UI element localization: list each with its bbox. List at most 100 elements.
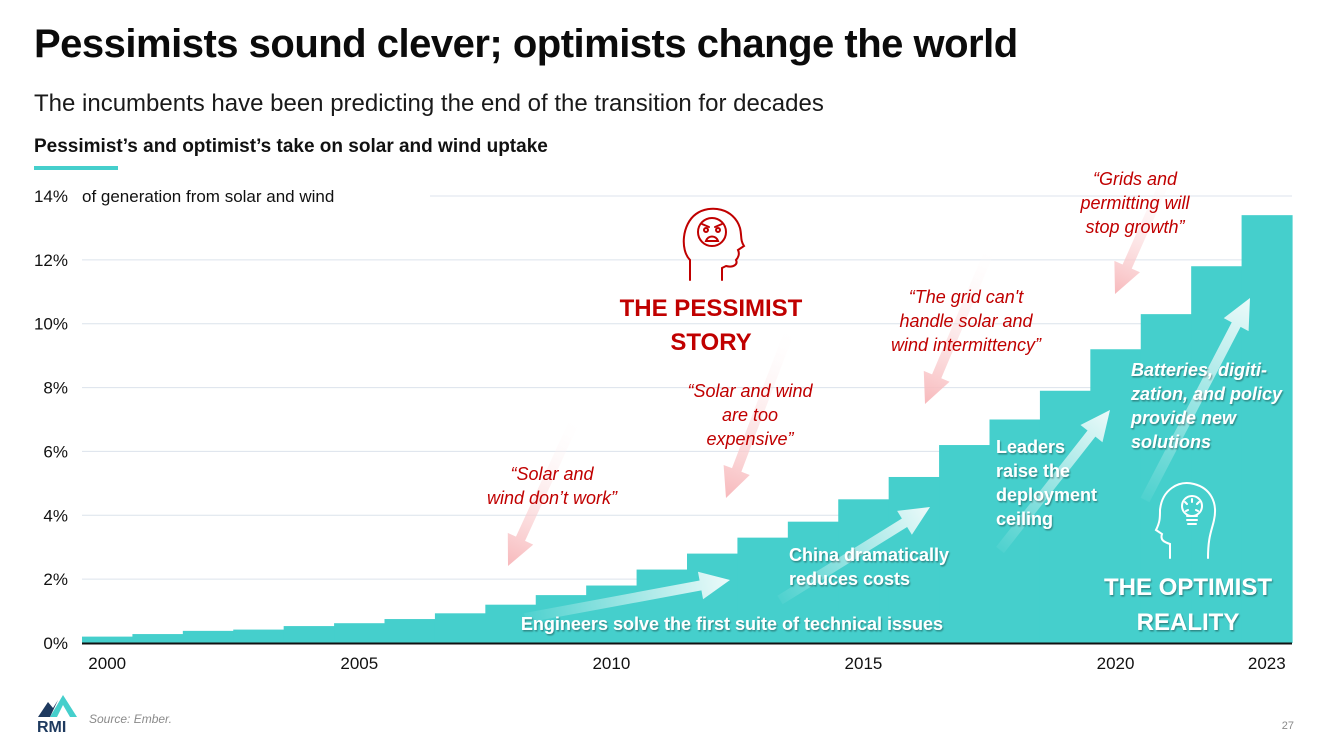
pessimist-arrow-shape <box>723 328 795 498</box>
y-tick-label: 8% <box>43 379 68 398</box>
optimist-annotation: China dramatically <box>789 545 949 565</box>
chart-title: Pessimist’s and optimist’s take on solar… <box>34 136 548 157</box>
step-bar <box>737 537 789 643</box>
pessimist-quote: handle solar and <box>899 311 1033 331</box>
pessimist-arrow <box>923 248 995 404</box>
optimist-arrow-shape <box>996 410 1110 554</box>
optimist-arrow-shape <box>777 506 931 605</box>
step-bar <box>334 623 386 643</box>
y-tick-label: 10% <box>34 315 68 334</box>
optimist-annotation: Engineers solve the first suite of techn… <box>521 614 943 634</box>
step-bar <box>939 445 991 643</box>
optimist-annotation: reduces costs <box>789 569 910 589</box>
source-note: Source: Ember. <box>89 712 172 726</box>
step-bar <box>283 626 335 643</box>
page-title: Pessimists sound clever; optimists chang… <box>34 22 1018 66</box>
pessimist-quote: permitting will <box>1079 193 1190 213</box>
step-bar <box>485 604 537 643</box>
x-tick-label: 2023 <box>1248 654 1286 673</box>
optimist-arrow <box>777 506 931 605</box>
angry-brows <box>701 223 723 228</box>
pessimist-quote: stop growth” <box>1085 217 1185 237</box>
step-bar <box>82 636 134 643</box>
y-tick-label: 12% <box>34 251 68 270</box>
x-tick-label: 2010 <box>592 654 630 673</box>
pessimist-quote: are too <box>722 405 778 425</box>
bulb-rays <box>1184 498 1200 512</box>
y-tick-label: 14% <box>34 187 68 206</box>
rmi-logo: RMI <box>36 690 80 739</box>
optimist-annotation: Batteries, digiti- <box>1131 360 1267 380</box>
face-circle <box>697 217 727 247</box>
annotations: “Solar and wind don’t work” “Solar and win… <box>487 169 1283 636</box>
pessimist-label: THE PESSIMIST <box>620 295 803 322</box>
pessimist-arrow-shape <box>507 417 580 566</box>
step-bar <box>1090 349 1142 643</box>
y-axis: 0% 2% 4% 6% 8% 10% 12% 14% of generation from so… <box>34 187 334 653</box>
eye <box>715 227 721 233</box>
step-bar <box>1241 215 1293 643</box>
pessimist-arrow-shape <box>923 248 995 404</box>
pessimist-quote: “Grids and <box>1093 169 1178 189</box>
optimist-arrow-shape <box>524 571 730 623</box>
head-outline <box>1154 482 1216 559</box>
page-number: 27 <box>1281 720 1294 732</box>
step-bar <box>384 619 436 643</box>
optimist-annotation: zation, and policy <box>1130 384 1283 404</box>
step-bar <box>434 613 486 643</box>
pessimist-quote: wind don’t work” <box>487 488 618 508</box>
optimist-label: THE OPTIMIST <box>1104 574 1272 601</box>
step-bar <box>182 630 234 643</box>
step-bar <box>1140 314 1192 643</box>
pessimist-quote: “Solar and <box>510 464 594 484</box>
pessimist-arrow-shape <box>1114 167 1175 294</box>
eye <box>703 227 709 233</box>
x-tick-label: 2015 <box>845 654 883 673</box>
optimist-annotation: solutions <box>1131 432 1211 452</box>
y-tick-label: 6% <box>43 442 68 461</box>
optimist-arrow <box>996 410 1110 554</box>
step-bar <box>888 476 940 643</box>
optimist-annotation: Leaders <box>996 437 1065 457</box>
optimist-arrow <box>1140 297 1251 503</box>
pessimist-arrow <box>1114 167 1175 294</box>
chart-title-underline <box>34 166 118 170</box>
step-bar <box>687 553 739 643</box>
annotation-arrows <box>507 167 1251 623</box>
step-bar <box>838 499 890 643</box>
step-bar <box>1039 390 1091 643</box>
optimist-annotation: deployment <box>996 485 1097 505</box>
pessimist-arrow <box>723 328 795 498</box>
y-tick-label: 4% <box>43 506 68 525</box>
optimist-arrow <box>524 571 730 623</box>
frown-mouth <box>704 235 720 242</box>
rmi-mountain-icon: RMI <box>37 695 77 736</box>
page-subtitle: The incumbents have been predicting the … <box>34 90 824 117</box>
lightbulb-head-icon <box>1154 482 1216 559</box>
y-tick-label: 2% <box>43 570 68 589</box>
pessimist-quote: “Solar and wind <box>687 381 813 401</box>
pessimist-label: STORY <box>670 329 751 356</box>
step-bar <box>132 634 184 643</box>
head-outline <box>682 207 746 281</box>
optimist-arrow-shape <box>1140 297 1251 503</box>
pessimist-arrow <box>507 417 580 566</box>
pessimist-quote: wind intermittency” <box>891 335 1042 355</box>
x-tick-label: 2005 <box>340 654 378 673</box>
optimist-annotation: provide new <box>1130 408 1237 428</box>
x-tick-label: 2000 <box>88 654 126 673</box>
y-tick-label: 0% <box>43 634 68 653</box>
step-bar <box>233 629 285 643</box>
pessimist-quote: expensive” <box>706 429 794 449</box>
bulb-base <box>1186 515 1198 525</box>
step-bar <box>636 569 688 643</box>
optimist-annotation: ceiling <box>996 509 1053 529</box>
rmi-logo-text: RMI <box>37 719 66 734</box>
y-axis-label: of generation from solar and wind <box>82 187 334 206</box>
optimist-annotation: raise the <box>996 461 1070 481</box>
x-axis: 2000 2005 2010 2015 2020 2023 <box>82 642 1292 673</box>
angry-head-icon <box>682 207 746 281</box>
optimist-label: REALITY <box>1137 609 1240 636</box>
step-bars <box>82 215 1293 643</box>
